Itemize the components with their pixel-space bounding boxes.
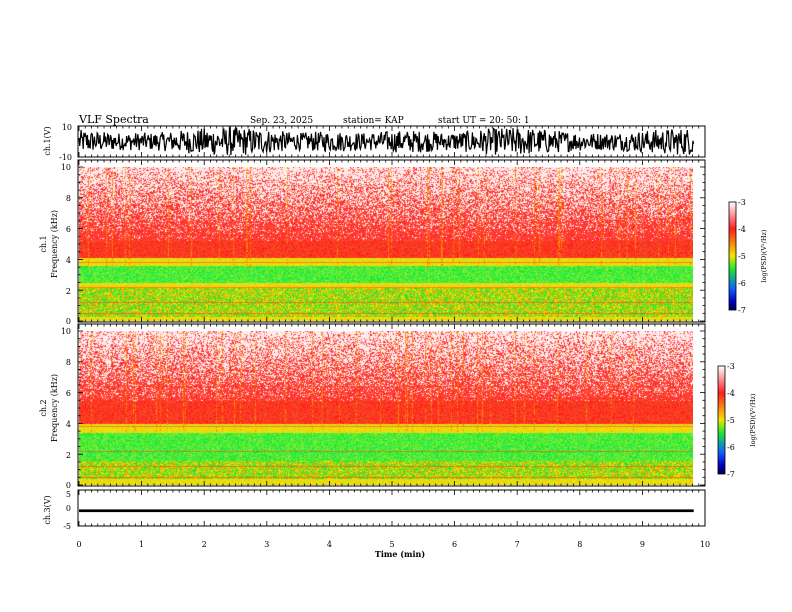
- colorbar1-tick-m6: -6: [738, 279, 746, 288]
- colorbar1-tick-m3: -3: [738, 198, 746, 207]
- figure-title: VLF Spectra: [78, 113, 149, 126]
- spec2-ytick-0: 0: [66, 481, 71, 490]
- colorbar2: [717, 365, 726, 475]
- ch1-spec-frame: [77, 159, 706, 323]
- ch3-ytick-5: 5: [66, 490, 71, 499]
- ch1-panel: 10 -10 ch.1(V): [43, 123, 706, 162]
- ch3-ytick-0: 0: [66, 504, 71, 513]
- ch2-spectrogram-panel: 0 2 4 6 8 10 ch.2 Frequency (kHz) -3 -4 …: [39, 323, 757, 490]
- ch1-ytick-bottom: -10: [59, 153, 72, 162]
- spec1-ylabel-frequency: Frequency (kHz): [50, 210, 59, 278]
- x-tick-label: 0: [76, 540, 81, 549]
- x-tick-label: 9: [640, 540, 645, 549]
- colorbar1-tick-m7: -7: [738, 306, 746, 315]
- x-tick-label: 2: [202, 540, 207, 549]
- x-tick-label: 7: [515, 540, 520, 549]
- ch1-ylabel: ch.1(V): [43, 126, 52, 155]
- spec1-ytick-6: 6: [66, 225, 71, 234]
- x-tick-label: 3: [264, 540, 269, 549]
- x-tick-label: 5: [389, 540, 394, 549]
- spec1-ytick-8: 8: [66, 194, 71, 203]
- spec1-ytick-10: 10: [61, 163, 71, 172]
- colorbar2-tick-m5: -5: [727, 416, 735, 425]
- ch3-panel: 5 0 -5 ch.3(V) 0 1 2 3 4 5 6 7 8 9 10 Time (min): [43, 489, 710, 559]
- ch2-spec-frame: [77, 323, 706, 487]
- x-tick-label: 6: [452, 540, 457, 549]
- colorbar2-tick-m4: -4: [727, 389, 735, 398]
- spec2-ylabel-channel: ch.2: [39, 399, 48, 416]
- colorbar1-label: log(PSD)(V²/Hz): [760, 229, 768, 282]
- spec2-ytick-4: 4: [66, 420, 71, 429]
- ch1-spectrogram-image: [79, 167, 693, 321]
- spec1-ytick-4: 4: [66, 256, 71, 265]
- ch2-spectrogram-image: [79, 331, 693, 485]
- spec2-ytick-8: 8: [66, 358, 71, 367]
- x-tick-label: 8: [577, 540, 582, 549]
- colorbar1-tick-m4: -4: [738, 225, 746, 234]
- x-tick-label: 1: [139, 540, 144, 549]
- colorbar2-tick-m6: -6: [727, 443, 735, 452]
- spec2-ytick-6: 6: [66, 389, 71, 398]
- ch3-ylabel: ch.3(V): [43, 495, 52, 524]
- colorbar1: [728, 201, 737, 311]
- spec2-ytick-10: 10: [61, 327, 71, 336]
- station-label: station= KAP: [343, 116, 404, 126]
- colorbar2-label: log(PSD)(V²/Hz): [749, 393, 757, 446]
- ch1-ytick-top: 10: [62, 123, 72, 132]
- spec2-ylabel-frequency: Frequency (kHz): [50, 374, 59, 442]
- start-time-label: start UT = 20: 50: 1: [438, 116, 530, 126]
- ch3-frame: [77, 489, 706, 527]
- spec1-ytick-2: 2: [66, 287, 71, 296]
- colorbar2-tick-m3: -3: [727, 362, 735, 371]
- x-axis-label: Time (min): [375, 549, 425, 559]
- x-tick-label: 10: [700, 540, 710, 549]
- spec1-ylabel-channel: ch.1: [39, 235, 48, 252]
- x-tick-labels: 0 1 2 3 4 5 6 7 8 9 10: [76, 540, 710, 549]
- colorbar2-tick-m7: -7: [727, 470, 735, 479]
- colorbar1-tick-m5: -5: [738, 252, 746, 261]
- axis-ticks: [78, 126, 706, 526]
- date-label: Sep. 23, 2025: [250, 116, 313, 126]
- ch1-spectrogram-panel: 0 2 4 6 8 10 ch.1 Frequency (kHz) -3 -4 …: [39, 159, 768, 326]
- ch1-waveform-line: [78, 125, 695, 156]
- spec2-ytick-2: 2: [66, 451, 71, 460]
- ch3-waveform-band: [79, 509, 694, 513]
- ch3-ytick-m5: -5: [63, 522, 71, 531]
- x-tick-label: 4: [327, 540, 332, 549]
- spec1-ytick-0: 0: [66, 317, 71, 326]
